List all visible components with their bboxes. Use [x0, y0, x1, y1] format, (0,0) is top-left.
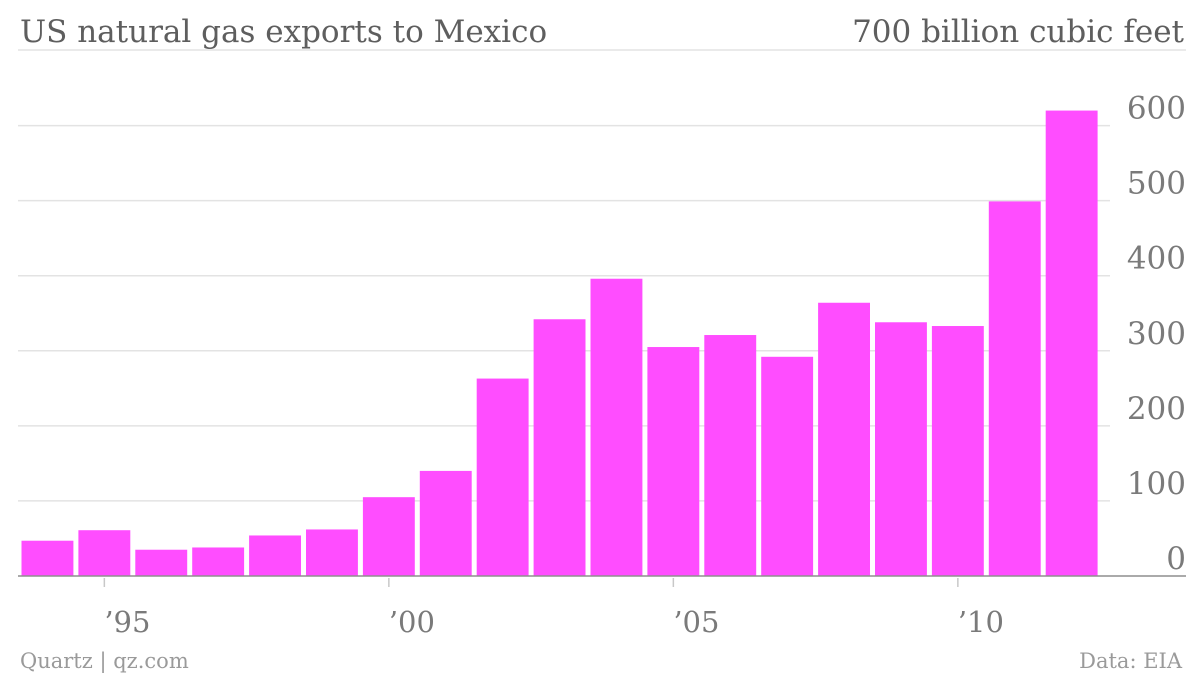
bar-2002: [476, 378, 529, 576]
data-source: Data: EIA: [1079, 649, 1183, 673]
bars: [21, 110, 1098, 576]
y-tick-label-600: 600: [1127, 91, 1186, 127]
bar-2009: [875, 322, 927, 576]
x-tick-label-2005: ’05: [673, 605, 719, 639]
source-credit: Quartz | qz.com: [20, 649, 189, 674]
bar-2010: [931, 326, 984, 576]
bar-2004: [590, 278, 643, 576]
bar-2012: [1045, 110, 1098, 576]
bar-1994: [21, 540, 74, 576]
bar-2001: [419, 470, 472, 576]
axes: 0 100 200 300 400 500 600 ’95 ’00 ’05 ’10: [18, 91, 1186, 639]
y-tick-label-100: 100: [1127, 466, 1186, 502]
bar-1996: [135, 549, 188, 576]
bar-2007: [761, 356, 814, 576]
y-tick-label-300: 300: [1127, 316, 1186, 352]
x-tick-label-2010: ’10: [958, 605, 1004, 639]
bar-2005: [647, 347, 700, 576]
bar-2003: [533, 319, 586, 576]
y-tick-label-400: 400: [1127, 241, 1186, 277]
y-tick-label-0: 0: [1166, 541, 1186, 577]
chart-title: US natural gas exports to Mexico: [20, 14, 547, 50]
x-tick-label-1995: ’95: [104, 605, 150, 639]
x-tick-label-2000: ’00: [389, 605, 435, 639]
bar-2000: [362, 497, 415, 576]
bar-1998: [249, 535, 301, 576]
bar-1995: [78, 530, 131, 576]
bar-2006: [704, 335, 757, 576]
unit-label: 700 billion cubic feet: [852, 14, 1184, 50]
bar-2008: [818, 302, 870, 576]
bar-1997: [192, 547, 245, 576]
y-tick-label-500: 500: [1127, 166, 1186, 202]
bar-2011: [988, 201, 1041, 576]
y-tick-label-200: 200: [1127, 391, 1186, 427]
bar-1999: [306, 529, 358, 576]
